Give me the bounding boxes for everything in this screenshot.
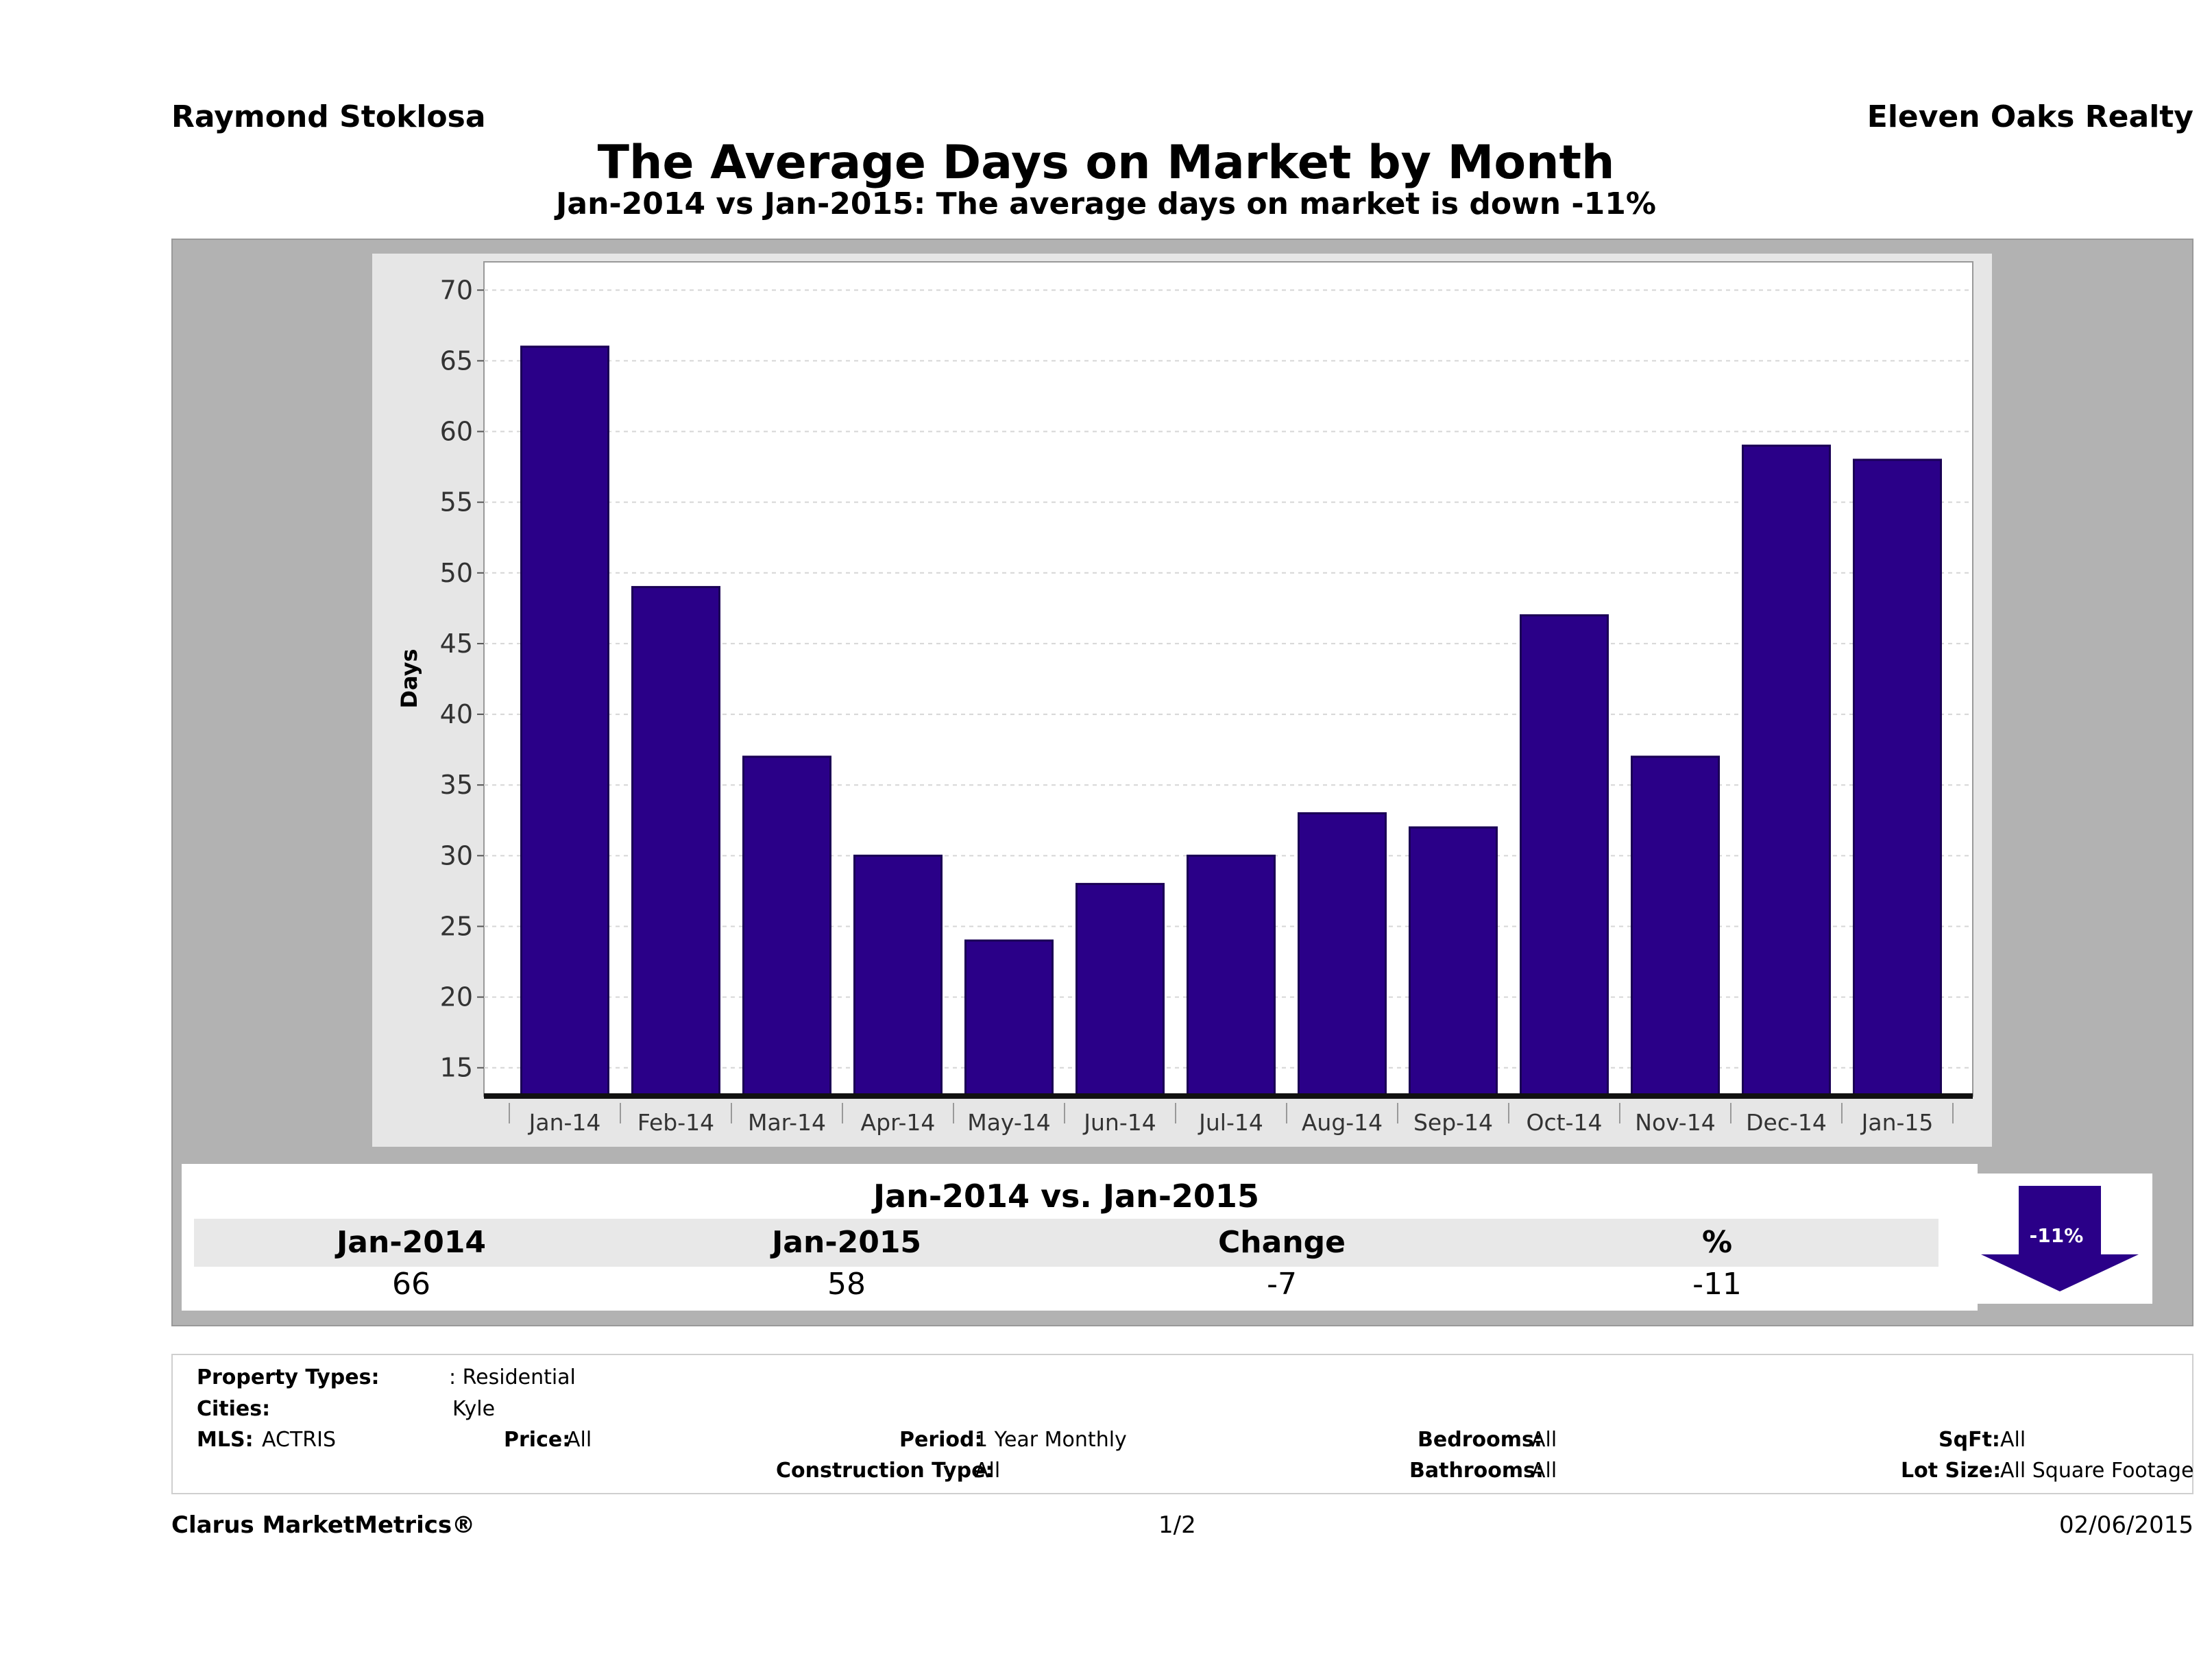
y-tick-label: 35 (440, 770, 473, 800)
cities-value: Kyle (452, 1397, 496, 1421)
bedrooms-value: All (1531, 1428, 1557, 1452)
bedrooms-label: Bedrooms: (1418, 1428, 1542, 1452)
y-tick-label: 70 (440, 275, 473, 305)
x-tick-label: Sep-14 (1413, 1109, 1493, 1136)
y-tick-label: 60 (440, 417, 473, 447)
bar-jan-14 (520, 345, 609, 1097)
trend-percent-label: -11% (2029, 1224, 2084, 1247)
comparison-value-band (194, 1267, 1938, 1306)
y-axis-label: Days (396, 648, 422, 708)
bar-apr-14 (853, 854, 943, 1097)
comparison-header-change: Change (1218, 1225, 1346, 1260)
comparison-header-jan2015: Jan-2015 (771, 1225, 922, 1260)
construction-type-value: All (975, 1459, 1001, 1483)
mls-value: ACTRIS (262, 1428, 337, 1452)
comparison-header-percent: % (1701, 1225, 1733, 1260)
mls-label: MLS: (197, 1428, 254, 1452)
bars (520, 345, 1942, 1097)
comparison-value-change: -7 (1267, 1267, 1297, 1302)
lot-size-label: Lot Size: (1901, 1459, 2002, 1483)
bar-may-14 (964, 939, 1054, 1097)
period-value: 1 Year Monthly (975, 1428, 1127, 1452)
x-tick-label: Dec-14 (1746, 1109, 1827, 1136)
x-tick-label: Aug-14 (1302, 1109, 1383, 1136)
bar-nov-14 (1631, 755, 1720, 1097)
property-types-label: Property Types: (197, 1365, 380, 1389)
x-tick-label: May-14 (967, 1109, 1051, 1136)
comparison-value-percent: -11 (1692, 1267, 1742, 1302)
bar-chart: 15 20 25 30 35 40 45 50 55 60 65 70 Jan-14 Feb-14 Mar… (396, 261, 1973, 1136)
x-tick-label: Apr-14 (861, 1109, 936, 1136)
x-axis: Jan-14 Feb-14 Mar-14 Apr-14 May-14 Jun-14 Jul-… (484, 1093, 1973, 1136)
y-tick-label: 65 (440, 345, 473, 376)
y-tick-label: 45 (440, 629, 473, 659)
bar-dec-14 (1742, 444, 1831, 1097)
y-tick-label: 30 (440, 840, 473, 871)
comparison-value-jan2015: 58 (827, 1267, 866, 1302)
comparison-title-band (194, 1174, 1938, 1219)
comparison-header-band (194, 1219, 1938, 1267)
x-tick-label: Feb-14 (637, 1109, 714, 1136)
down-arrow-icon (1981, 1186, 2139, 1291)
bar-jan-15 (1853, 459, 1942, 1097)
footer-page-number: 1/2 (1158, 1511, 1196, 1539)
comparison-value-jan2014: 66 (392, 1267, 430, 1302)
y-tick-label: 55 (440, 487, 473, 518)
property-types-value: : Residential (449, 1365, 576, 1389)
construction-type-label: Construction Type: (776, 1459, 994, 1483)
bathrooms-value: All (1531, 1459, 1557, 1483)
chart-title: The Average Days on Market by Month (597, 136, 1615, 190)
y-tick-label: 15 (440, 1053, 473, 1083)
y-tick-label: 20 (440, 982, 473, 1012)
x-tick-label: Jun-14 (1082, 1109, 1156, 1136)
price-value: All (566, 1428, 592, 1452)
x-tick-label: Nov-14 (1635, 1109, 1715, 1136)
x-tick-label: Jul-14 (1198, 1109, 1263, 1136)
bar-oct-14 (1520, 614, 1609, 1097)
cities-label: Cities: (197, 1397, 271, 1421)
filter-criteria-box (171, 1354, 2193, 1494)
chart-subtitle: Jan-2014 vs Jan-2015: The average days o… (556, 186, 1656, 221)
bar-jul-14 (1187, 854, 1276, 1097)
y-axis: 15 20 25 30 35 40 45 50 55 60 65 70 (440, 275, 484, 1083)
x-tick-label: Jan-14 (528, 1109, 601, 1136)
price-label: Price: (504, 1428, 571, 1452)
y-tick-label: 50 (440, 558, 473, 588)
footer-brand: Clarus MarketMetrics® (171, 1511, 476, 1539)
bar-aug-14 (1298, 812, 1387, 1097)
x-tick-label: Mar-14 (748, 1109, 826, 1136)
period-label: Period: (899, 1428, 983, 1452)
bar-jun-14 (1075, 883, 1165, 1097)
bar-sep-14 (1409, 826, 1498, 1097)
y-tick-label: 40 (440, 699, 473, 729)
agent-name: Raymond Stoklosa (171, 99, 486, 134)
brokerage-name: Eleven Oaks Realty (1867, 99, 2193, 134)
bar-mar-14 (742, 755, 831, 1097)
comparison-header-jan2014: Jan-2014 (336, 1225, 487, 1260)
sqft-label: SqFt: (1938, 1428, 2000, 1452)
x-tick-label: Jan-15 (1860, 1109, 1934, 1136)
bathrooms-label: Bathrooms: (1409, 1459, 1544, 1483)
comparison-title: Jan-2014 vs. Jan-2015 (873, 1178, 1259, 1215)
footer-date: 02/06/2015 (2059, 1511, 2193, 1539)
bar-feb-14 (631, 585, 720, 1097)
y-tick-label: 25 (440, 911, 473, 941)
lot-size-value: All Square Footage (2000, 1459, 2194, 1483)
x-tick-label: Oct-14 (1527, 1109, 1603, 1136)
sqft-value: All (2000, 1428, 2026, 1452)
